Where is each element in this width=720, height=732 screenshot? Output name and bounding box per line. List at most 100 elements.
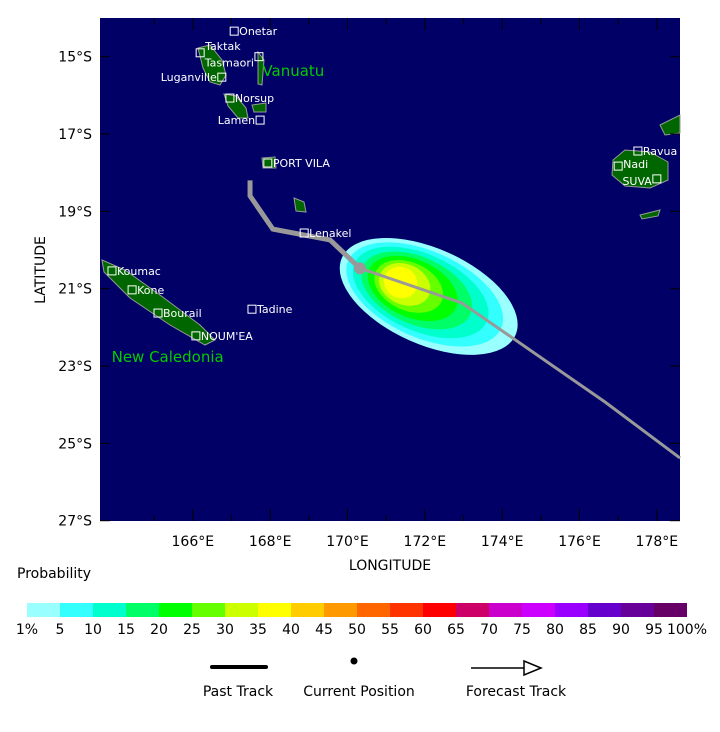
colorbar-swatch <box>159 603 192 617</box>
y-axis-label: LATITUDE <box>33 236 49 304</box>
city-label: Luganville <box>161 71 217 84</box>
colorbar-label: 70 <box>480 622 498 638</box>
city-marker <box>195 48 205 58</box>
island-malekula <box>223 93 249 119</box>
island-new-caledonia <box>101 259 216 346</box>
lon-tick-label: 168°E <box>249 534 292 550</box>
colorbar-swatch <box>654 603 687 617</box>
city-label: Lamen <box>218 114 255 127</box>
colorbar-swatch <box>192 603 225 617</box>
colorbar-label: 65 <box>447 622 465 638</box>
current-position-label: Current Position <box>303 684 415 700</box>
colorbar-label: 35 <box>249 622 267 638</box>
colorbar-swatch <box>489 603 522 617</box>
colorbar-swatch <box>225 603 258 617</box>
colorbar-label: 5 <box>55 622 65 638</box>
lon-tick-label: 170°E <box>326 534 369 550</box>
colorbar-label: 80 <box>546 622 564 638</box>
colorbar-label: 30 <box>216 622 234 638</box>
lon-tick-label: 174°E <box>481 534 524 550</box>
colorbar-labels: 1% 5 10 15 20 25 30 35 40 45 50 55 60 65 70 75 80 85 90 95 1… <box>0 622 720 642</box>
colorbar-label: 60 <box>414 622 432 638</box>
colorbar-swatch <box>126 603 159 617</box>
city-marker <box>254 52 264 62</box>
city-label: Tadine <box>256 303 293 316</box>
city-label: Nadi <box>623 158 648 171</box>
island-viti-levu <box>611 149 669 189</box>
city-marker <box>191 331 201 341</box>
current-position-symbol <box>350 657 358 665</box>
colorbar-swatch <box>555 603 588 617</box>
city-label: Bourail <box>163 307 202 320</box>
colorbar-label: 1% <box>15 622 39 638</box>
colorbar-label: 40 <box>282 622 300 638</box>
colorbar-label: 85 <box>579 622 597 638</box>
city-marker <box>127 285 137 295</box>
city-marker <box>255 115 265 125</box>
colorbar-swatch <box>621 603 654 617</box>
colorbar-label: 25 <box>183 622 201 638</box>
current-position <box>353 262 366 275</box>
colorbar-swatch <box>93 603 126 617</box>
colorbar-label: 45 <box>315 622 333 638</box>
city-marker <box>107 266 117 276</box>
colorbar-label: 75 <box>513 622 531 638</box>
colorbar-swatch <box>60 603 93 617</box>
arrow-icon <box>523 659 543 677</box>
island-efate <box>261 156 277 169</box>
forecast-track-label: Forecast Track <box>466 684 567 700</box>
colorbar-swatch <box>588 603 621 617</box>
lon-tick-label: 178°E <box>636 534 679 550</box>
city-label: NOUM'EA <box>201 330 253 343</box>
colorbar-label: 50 <box>348 622 366 638</box>
past-track-label: Past Track <box>203 684 274 700</box>
city-marker <box>225 93 235 103</box>
lat-tick-label: 17°S <box>58 127 92 143</box>
colorbar-swatch <box>456 603 489 617</box>
city-marker <box>247 304 257 314</box>
city-label: PORT VILA <box>273 157 331 170</box>
city-marker <box>153 308 163 318</box>
city-marker <box>633 146 643 156</box>
past-track <box>247 180 362 271</box>
x-axis-label: LONGITUDE <box>349 558 431 574</box>
lat-tick-label: 25°S <box>58 436 92 452</box>
colorbar-swatch <box>390 603 423 617</box>
land <box>101 44 681 346</box>
lat-tick-label: 15°S <box>58 50 92 66</box>
lon-tick-label: 172°E <box>404 534 447 550</box>
city-marker <box>652 174 662 184</box>
colorbar-swatch <box>522 603 555 617</box>
island-kadavu <box>639 209 661 220</box>
city-label: Kone <box>137 284 164 297</box>
colorbar-label: 55 <box>381 622 399 638</box>
lon-tick-label: 166°E <box>172 534 215 550</box>
forecast-track <box>359 266 681 460</box>
city-label: Lenakel <box>309 227 351 240</box>
colorbar-swatch <box>291 603 324 617</box>
city-label: Norsup <box>235 92 274 105</box>
island-ambrym <box>251 102 267 113</box>
colorbar-label: 15 <box>117 622 135 638</box>
island-vanua-levu <box>659 114 681 136</box>
city-label: SUVA <box>622 175 652 188</box>
city-label: Koumac <box>117 265 161 278</box>
region-label: Vanuatu <box>262 62 324 80</box>
city-label: Onetar <box>239 25 277 38</box>
probability-colorbar <box>27 603 687 617</box>
city-marker <box>229 26 239 36</box>
probability-swath <box>339 237 518 355</box>
lon-tick-label: 176°E <box>558 534 601 550</box>
colorbar-swatch <box>258 603 291 617</box>
island-erromango <box>293 197 307 213</box>
track-legend: Past Track Current Position Forecast Tra… <box>203 657 567 700</box>
lat-tick-label: 23°S <box>58 359 92 375</box>
lat-tick-label: 21°S <box>58 282 92 298</box>
colorbar-swatch <box>27 603 60 617</box>
city-label: Ravua <box>643 145 677 158</box>
lat-tick-label: 27°S <box>58 514 92 530</box>
colorbar-label: 90 <box>612 622 630 638</box>
colorbar-label: 100% <box>666 622 708 638</box>
city-label: Tasmaori <box>204 57 254 70</box>
colorbar-swatch <box>357 603 390 617</box>
